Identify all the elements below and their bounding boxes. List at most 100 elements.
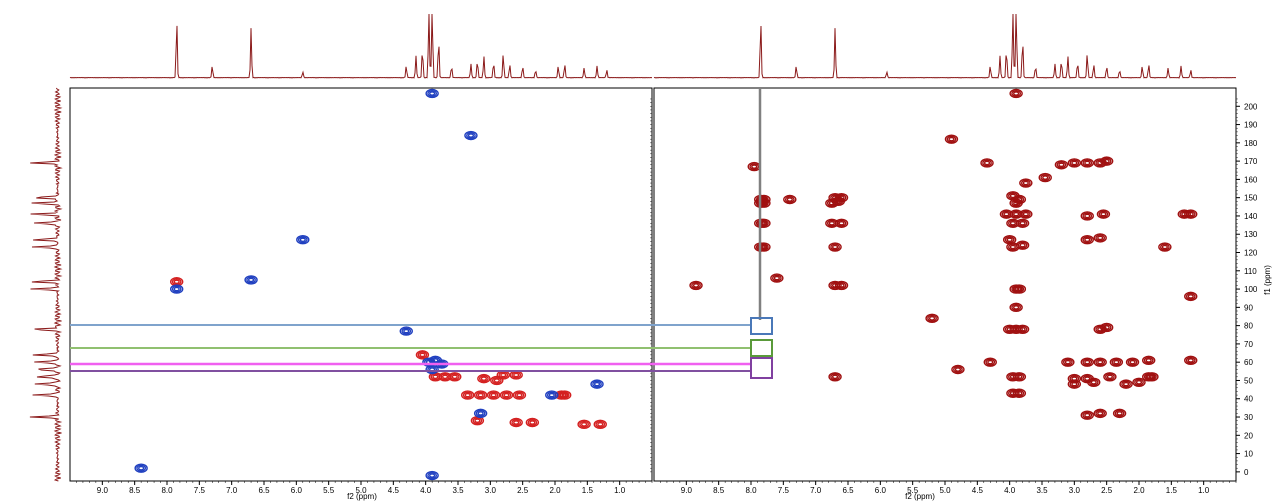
right-peak [1109, 357, 1124, 367]
left-peak-positive-ring [503, 392, 510, 398]
right-peak-ring [1145, 358, 1152, 363]
left-peak-positive-ring [514, 391, 525, 399]
right-x-tick-label: 4.0 [1004, 486, 1016, 495]
right-peak-ring [1080, 211, 1094, 221]
right-peak-ring [757, 242, 771, 252]
right-y-tick-label: 120 [1244, 249, 1258, 258]
left-peak-positive-ring [558, 390, 572, 400]
right-peak [1093, 357, 1107, 367]
right-x-tick-label: 7.5 [778, 486, 790, 495]
right-peak-ring [1119, 379, 1133, 389]
left-x-tick-label: 6.5 [258, 486, 270, 495]
right-x-tick-label: 7.0 [810, 486, 822, 495]
right-x-tick-label: 5.0 [939, 486, 951, 495]
right-peak-ring [1012, 284, 1027, 294]
right-peak-ring [1016, 286, 1023, 292]
right-y-tick-label: 60 [1244, 358, 1253, 367]
right-peak-ring [1093, 233, 1107, 243]
right-peak-ring [1019, 209, 1033, 219]
left-x-tick-label: 5.5 [323, 486, 335, 495]
right-peak-ring [1105, 373, 1115, 381]
right-peak [1080, 357, 1094, 367]
right-peak-ring [1097, 359, 1104, 365]
right-peak-ring [1038, 172, 1052, 183]
right-peak-ring [1017, 219, 1028, 227]
right-peak [1054, 160, 1069, 170]
left-peak-negative-ring [296, 235, 310, 245]
right-peak [1184, 355, 1198, 366]
right-peak-ring [944, 134, 959, 144]
left-peak-positive [525, 417, 540, 428]
right-peak-ring [1016, 374, 1023, 380]
right-peak-ring [828, 372, 842, 382]
left-x-tick-label: 8.5 [129, 486, 141, 495]
right-peak-ring [1187, 211, 1194, 217]
left-peak-positive-ring [473, 390, 488, 400]
left-peak-positive-ring [516, 392, 523, 398]
right-peak [1009, 302, 1023, 313]
left-peak-positive-ring [486, 390, 501, 400]
right-peak-ring [1015, 324, 1030, 334]
right-peak-ring [773, 275, 780, 281]
right-peak-ring [838, 283, 845, 288]
right-peak-ring [689, 280, 703, 291]
left-peak-negative-ring [403, 328, 410, 334]
right-peak-ring [1185, 210, 1196, 218]
left-x-tick-label: 6.0 [291, 486, 303, 495]
left-x-tick-label: 9.0 [97, 486, 109, 495]
right-peak-ring [1097, 411, 1104, 416]
left-peak-positive-ring [490, 375, 504, 386]
right-peak-ring [760, 220, 768, 226]
left-peak-negative-ring [429, 91, 436, 96]
left-peak-positive [448, 372, 462, 382]
right-peak-ring [1158, 242, 1172, 252]
right-peak-ring [1080, 235, 1094, 245]
right-peak-ring [1184, 209, 1198, 219]
left-peak-positive-ring [597, 422, 604, 427]
right-peak [1038, 172, 1052, 183]
right-peak [1067, 158, 1082, 168]
right-peak-ring [834, 192, 849, 203]
left-peak-negative-ring [169, 284, 184, 294]
right-peak [1015, 240, 1030, 250]
left-x-tick-label: 3.5 [452, 486, 464, 495]
right-peak-ring [1184, 355, 1198, 366]
right-peak-ring [1103, 372, 1117, 382]
right-peak-ring [828, 242, 842, 252]
right-peak-ring [1019, 178, 1033, 188]
right-peak-ring [953, 365, 963, 373]
right-x-tick-label: 3.5 [1036, 486, 1048, 495]
left-x-tick-label: 1.0 [614, 486, 626, 495]
left-peak-positive-ring [448, 372, 462, 382]
right-peak-ring [1017, 241, 1028, 249]
left-x-tick-label: 7.0 [226, 486, 238, 495]
highlight-box-purple [750, 357, 773, 379]
left-peak-positive-ring [509, 417, 523, 428]
right-peak-ring [1099, 156, 1114, 166]
right-peak [1080, 373, 1094, 384]
right-peak-ring [786, 197, 793, 202]
left-peak-negative-ring [429, 473, 436, 478]
left-peak-negative-ring [173, 286, 180, 292]
left-peak-positive [512, 390, 527, 400]
right-peak-ring [1014, 285, 1025, 293]
right-peak [1184, 209, 1198, 219]
right-peak-ring [951, 364, 965, 375]
left-peak-negative-ring [475, 409, 486, 417]
left-peak-positive-ring [449, 373, 460, 381]
right-peak-ring [1147, 373, 1157, 381]
right-peak-ring [980, 158, 994, 168]
right-peak-ring [1111, 358, 1122, 366]
right-peak-ring [1114, 409, 1125, 417]
right-panel: 9.0 8.5 8.0 7.5 7.0 6.5 6.0 5.5 5.0 4.5 4.0 3.5 3.0 2… [653, 87, 1272, 501]
left-peak-negative-ring [138, 465, 145, 471]
right-peak-ring [1184, 291, 1198, 302]
right-peak-ring [1019, 242, 1026, 248]
right-peak-ring [1020, 210, 1031, 218]
right-peak-ring [1082, 358, 1093, 366]
right-peak-ring [983, 160, 991, 166]
right-peak-ring [1084, 376, 1091, 381]
right-peak-ring [838, 220, 845, 226]
right-y-tick-label: 110 [1244, 267, 1257, 276]
right-x-tick-label: 1.5 [1166, 486, 1178, 495]
